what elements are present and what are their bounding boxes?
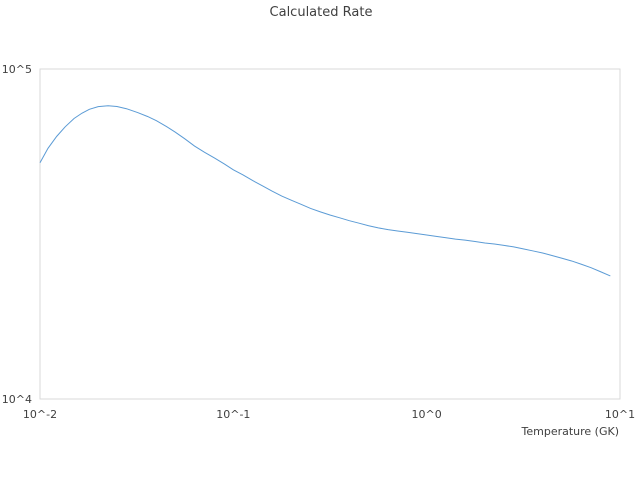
y-tick-label: 10^4 <box>2 393 32 406</box>
y-tick-label: 10^5 <box>2 63 32 76</box>
series-line <box>39 105 611 277</box>
plot-area-frame <box>39 68 621 400</box>
x-tick-label: 10^0 <box>412 408 442 421</box>
x-tick-label: 10^1 <box>605 408 635 421</box>
chart-title: Calculated Rate <box>270 5 373 20</box>
x-axis-label: Temperature (GK) <box>521 425 620 438</box>
x-tick-label: 10^-2 <box>23 408 57 421</box>
axis-ticks: 10^-2 10^-1 10^0 10^1 10^4 10^5 <box>2 63 635 421</box>
x-tick-label: 10^-1 <box>216 408 250 421</box>
